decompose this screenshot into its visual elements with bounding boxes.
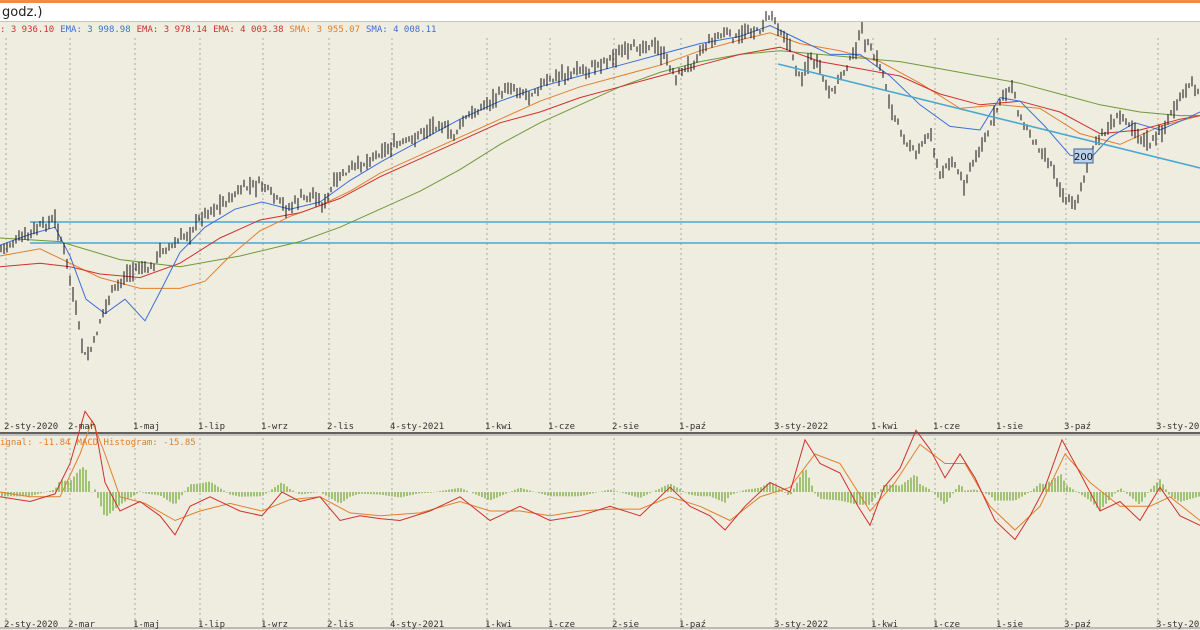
moving-average-line-sma_green [0,50,1200,268]
legend-item: SMA: 3 955.07 [289,25,360,35]
x-tick-label: 1-paź [679,620,706,630]
x-tick-label: 3-sty-20 [1156,422,1199,432]
x-tick-label: 1-maj [133,620,160,630]
legend-item: MACD Histogram: -15.85 [76,438,196,448]
x-tick-label: 1-wrz [261,620,288,630]
price-panel [0,38,1200,433]
x-tick-label: 2-lis [327,422,354,432]
x-tick-label: 1-lip [198,422,225,432]
legend-item: : 3 936.10 [0,25,55,35]
legend-item: EMA: 3 978.14 [136,25,208,35]
x-tick-label: 1-kwi [485,620,512,630]
x-tick-label: 3-paź [1064,620,1091,630]
price-bars [0,10,1199,361]
x-tick-label: 1-cze [933,422,960,432]
signal-line [0,419,1200,531]
x-tick-label: 2-sie [612,620,639,630]
x-tick-label: 1-maj [133,422,160,432]
x-tick-label: 4-sty-2021 [390,620,444,630]
moving-average-line-sma_orange [0,32,1200,289]
x-tick-label: 1-sie [996,422,1023,432]
x-tick-label: 3-paź [1064,422,1091,432]
x-tick-label: 1-cze [548,422,575,432]
x-tick-label: 4-sty-2021 [390,422,444,432]
top-accent-strip [0,0,1200,3]
x-tick-label: 1-cze [933,620,960,630]
x-tick-label: 2-sty-2020 [4,620,58,630]
descending-trendline [777,63,1200,169]
x-tick-label: 2-mar [68,620,96,630]
x-tick-label: 1-wrz [261,422,288,432]
x-tick-label: 1-kwi [871,422,898,432]
annotation-label: 200 [1074,152,1093,163]
x-tick-label: 3-sty-2022 [774,422,828,432]
legend-price-indicators: : 3 936.10 EMA: 3 998.98 EMA: 3 978.14 EMA:… [0,24,442,36]
x-tick-label: 1-lip [198,620,225,630]
macd-histogram [1,467,1200,516]
x-tick-label: 2-mar [68,422,96,432]
x-tick-label: 3-sty-20 [1156,620,1199,630]
x-tick-label: 1-sie [996,620,1023,630]
moving-average-line-ema_mid [0,46,1200,279]
legend-item: EMA: 4 003.38 [213,25,284,35]
x-tick-label: 1-kwi [871,620,898,630]
x-tick-label: 1-paź [679,422,706,432]
legend-macd-indicators: ignal: -11.84 MACD Histogram: -15.85 [0,437,202,449]
legend-item: EMA: 3 998.98 [60,25,131,35]
x-tick-label: 1-kwi [485,422,512,432]
x-tick-label: 3-sty-2022 [774,620,828,630]
window-title: godz.) [0,3,1200,22]
x-tick-label: 2-sty-2020 [4,422,58,432]
macd-line [0,410,1200,541]
x-tick-label: 2-lis [327,620,354,630]
x-tick-label: 1-cze [548,620,575,630]
legend-item: ignal: -11.84 [0,438,71,448]
x-tick-label: 2-sie [612,422,639,432]
moving-average-line-ema_fast [0,25,1200,322]
annotation-box [1073,148,1094,164]
legend-item: SMA: 4 008.11 [366,25,437,35]
